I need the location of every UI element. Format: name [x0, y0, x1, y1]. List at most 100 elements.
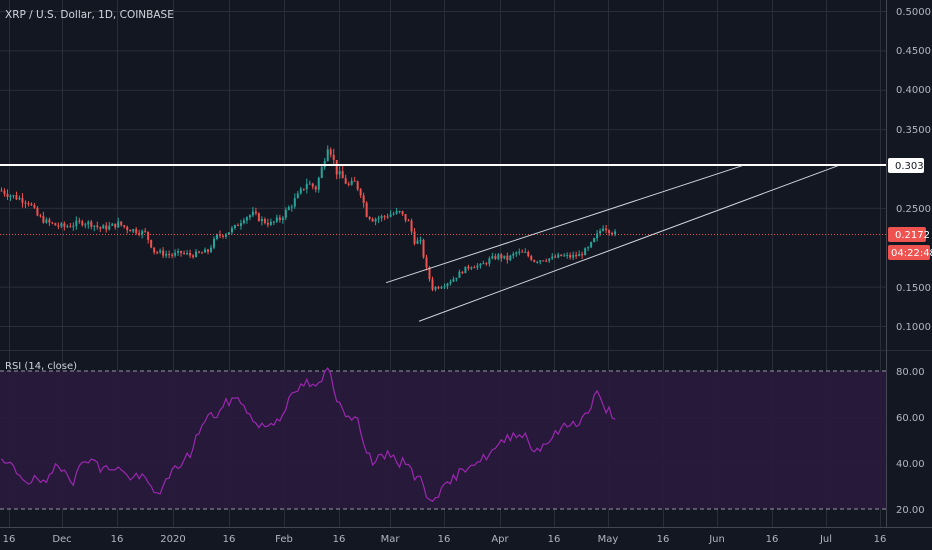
candle-body: [111, 223, 114, 226]
candle-body: [386, 216, 389, 218]
candle-body: [497, 254, 500, 259]
candle-body: [449, 281, 452, 284]
candle: [201, 251, 204, 254]
candle-body: [278, 217, 281, 220]
candle-body: [458, 271, 461, 278]
channel-lower-line[interactable]: [418, 165, 839, 322]
candle-body: [410, 220, 413, 232]
candle-body: [293, 198, 296, 207]
resistance-price-label: 0.3036: [895, 161, 930, 172]
ascending-channel[interactable]: [385, 165, 839, 322]
candle: [120, 221, 123, 227]
candle: [299, 186, 302, 195]
candle: [296, 191, 299, 199]
candle: [503, 255, 506, 260]
time-tick: Dec: [52, 534, 71, 545]
candle-body: [224, 234, 227, 237]
candle: [467, 264, 470, 271]
candle-body: [494, 256, 497, 259]
time-tick: May: [598, 534, 619, 545]
candle: [566, 252, 569, 259]
candle: [518, 248, 521, 256]
candle-body: [512, 253, 515, 256]
candle-body: [398, 211, 401, 213]
candle: [275, 214, 278, 224]
candle: [42, 211, 45, 224]
candle-body: [69, 226, 72, 228]
candle-body: [165, 254, 168, 256]
candle: [389, 210, 392, 218]
candle-body: [482, 263, 485, 265]
candle: [284, 207, 287, 221]
candle-body: [377, 218, 380, 220]
candle-body: [60, 223, 63, 227]
candle: [533, 259, 536, 263]
candle: [461, 271, 464, 275]
price-tick: 0.1500: [896, 283, 931, 294]
candle-body: [341, 171, 344, 179]
candle-body: [189, 253, 192, 256]
price-axis[interactable]: 0.5000 0.4500 0.4000 0.3500 0.2500 0.150…: [896, 7, 931, 333]
candle-body: [332, 154, 335, 160]
candle-body: [215, 234, 218, 239]
candle-body: [575, 254, 578, 257]
candle: [171, 252, 174, 259]
candle-body: [455, 277, 458, 280]
candle: [437, 285, 440, 290]
candle-body: [563, 255, 566, 257]
time-axis[interactable]: 16 Dec 16 2020 16 Feb 16 Mar 16 Apr 16 M…: [3, 534, 887, 545]
rsi-indicator-title[interactable]: RSI (14, close): [5, 361, 77, 372]
candle-body: [198, 251, 201, 253]
candle-body: [114, 223, 117, 228]
candle: [81, 219, 84, 227]
candle: [536, 260, 539, 264]
candle-body: [473, 267, 476, 269]
candle-body: [147, 231, 150, 240]
candle: [554, 254, 557, 259]
candle: [162, 247, 165, 259]
candle: [9, 194, 12, 201]
candle: [401, 210, 404, 216]
candle: [368, 216, 371, 221]
candle: [383, 215, 386, 221]
candle-body: [213, 238, 216, 248]
candle-body: [251, 211, 254, 216]
candle: [488, 256, 491, 267]
candle: [392, 211, 395, 216]
candle: [269, 218, 272, 226]
candle: [341, 165, 344, 179]
candle-body: [281, 217, 284, 220]
candle-body: [485, 263, 488, 265]
candle: [132, 228, 135, 234]
candle-body: [305, 183, 308, 190]
candle-body: [461, 271, 464, 274]
candle: [51, 221, 54, 225]
candle-body: [467, 266, 470, 269]
candle: [593, 237, 596, 243]
candle-body: [416, 240, 419, 244]
rsi-axis[interactable]: 80.00 60.00 40.00 20.00: [896, 367, 925, 516]
price-candles[interactable]: [0, 145, 617, 292]
candle-body: [392, 213, 395, 215]
candle-body: [12, 195, 15, 197]
candle-body: [524, 252, 527, 254]
symbol-title[interactable]: XRP / U.S. Dollar, 1D, COINBASE: [5, 9, 174, 21]
candle: [210, 244, 213, 253]
candle: [186, 250, 189, 256]
candle-body: [15, 195, 18, 200]
candle: [87, 220, 90, 229]
channel-upper-line[interactable]: [385, 165, 743, 284]
candle: [590, 241, 593, 249]
candle: [365, 201, 368, 218]
candle-body: [542, 260, 545, 262]
candle-body: [614, 231, 617, 235]
candle: [449, 279, 452, 286]
candle-body: [362, 195, 365, 203]
candle-body: [437, 287, 440, 289]
candle-body: [500, 254, 503, 259]
last-price-label: 0.2172: [895, 230, 930, 241]
candle-body: [236, 225, 239, 227]
candle: [458, 269, 461, 278]
candle-body: [608, 230, 611, 233]
